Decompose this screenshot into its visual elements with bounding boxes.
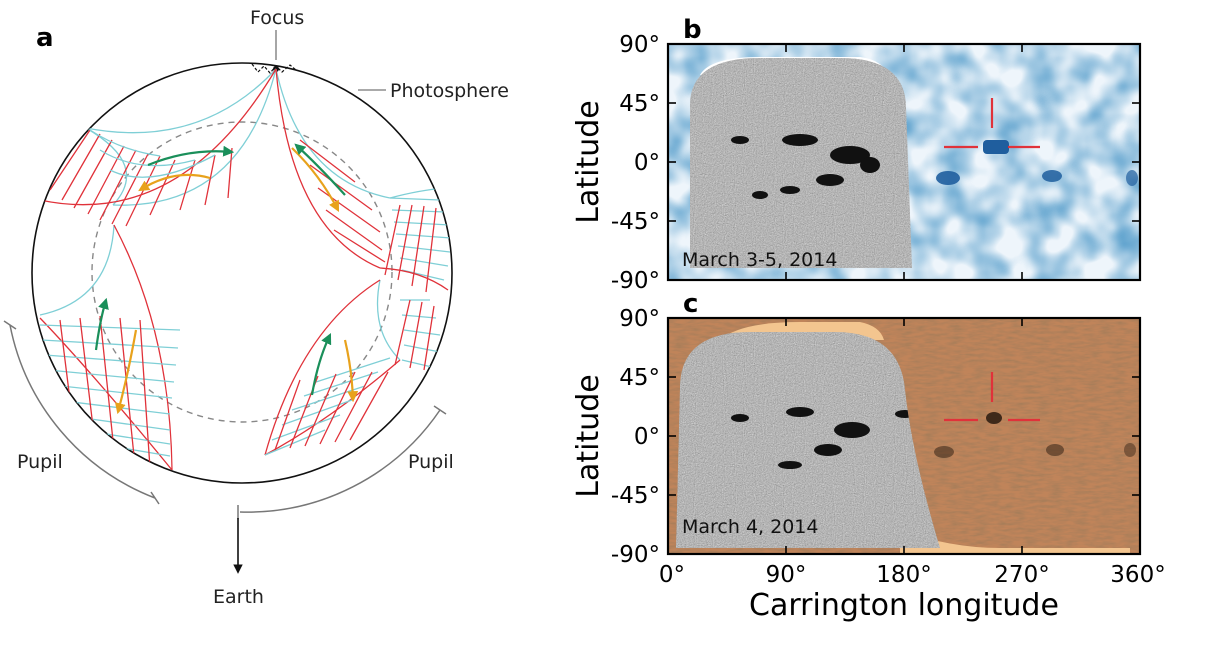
focus-label: Focus — [250, 7, 304, 29]
panel-b: b — [571, 15, 1142, 294]
panel-a: a — [3, 7, 509, 608]
panel-c-xticks: 0° 90° 180° 270° 360° — [659, 562, 1166, 588]
ytick-b-0: 0° — [634, 150, 660, 176]
pupil-left-bracket — [3, 320, 160, 505]
ray-fan-upper-right — [275, 68, 452, 293]
ray-fan-upper-left — [39, 68, 277, 227]
ytick-b-45: 45° — [619, 91, 660, 117]
ray-fan-lower-left — [39, 224, 181, 471]
photosphere-label: Photosphere — [390, 80, 509, 102]
ray-fans — [39, 68, 452, 471]
panel-c-map — [668, 318, 1140, 554]
xlabel: Carrington longitude — [749, 588, 1059, 623]
ytick-b-m45: -45° — [611, 209, 660, 235]
panel-b-ticks — [668, 44, 1140, 280]
panel-c-ticks — [668, 318, 1140, 554]
panel-c-yticks: 90° 45° 0° -45° -90° — [611, 306, 660, 568]
panel-b-map — [668, 44, 1140, 280]
target-crosshair-b — [944, 98, 1040, 149]
ytick-b-m90: -90° — [611, 268, 660, 294]
xtick-90: 90° — [766, 562, 807, 588]
far-side-features-c — [934, 412, 1136, 458]
panel-c-date: March 4, 2014 — [682, 516, 818, 538]
ytick-c-m90: -90° — [611, 542, 660, 568]
ray-fan-lower-right — [264, 279, 441, 456]
pupil-right-label: Pupil — [408, 451, 454, 473]
pupil-left-label: Pupil — [17, 451, 63, 473]
target-crosshair-c — [944, 372, 1040, 422]
xtick-270: 270° — [994, 562, 1049, 588]
xtick-180: 180° — [876, 562, 931, 588]
near-side-active-regions — [731, 134, 880, 199]
xtick-0: 0° — [659, 562, 685, 588]
panel-b-date: March 3-5, 2014 — [682, 249, 837, 271]
dashed-inner-circle — [91, 121, 393, 423]
ytick-c-90: 90° — [619, 306, 660, 332]
xtick-360: 360° — [1110, 562, 1165, 588]
panel-c: c — [571, 289, 1166, 623]
far-side-active-regions — [936, 140, 1138, 186]
panel-c-letter: c — [683, 289, 698, 319]
near-side-magnetogram — [690, 58, 912, 268]
propagation-arrows — [94, 143, 359, 415]
panel-b-yticks: 90° 45° 0° -45° -90° — [611, 32, 660, 294]
earth-label: Earth — [213, 586, 264, 608]
panel-c-ylabel: Latitude — [571, 374, 606, 497]
panel-a-letter: a — [36, 23, 54, 53]
ytick-c-m45: -45° — [611, 483, 660, 509]
near-side-active-regions-c — [731, 407, 915, 469]
pupil-right-bracket — [237, 405, 447, 519]
ytick-b-90: 90° — [619, 32, 660, 58]
ytick-c-0: 0° — [634, 424, 660, 450]
ytick-c-45: 45° — [619, 365, 660, 391]
panel-b-letter: b — [683, 15, 702, 45]
near-side-magnetogram-c — [676, 332, 940, 548]
panel-b-ylabel: Latitude — [571, 100, 606, 223]
